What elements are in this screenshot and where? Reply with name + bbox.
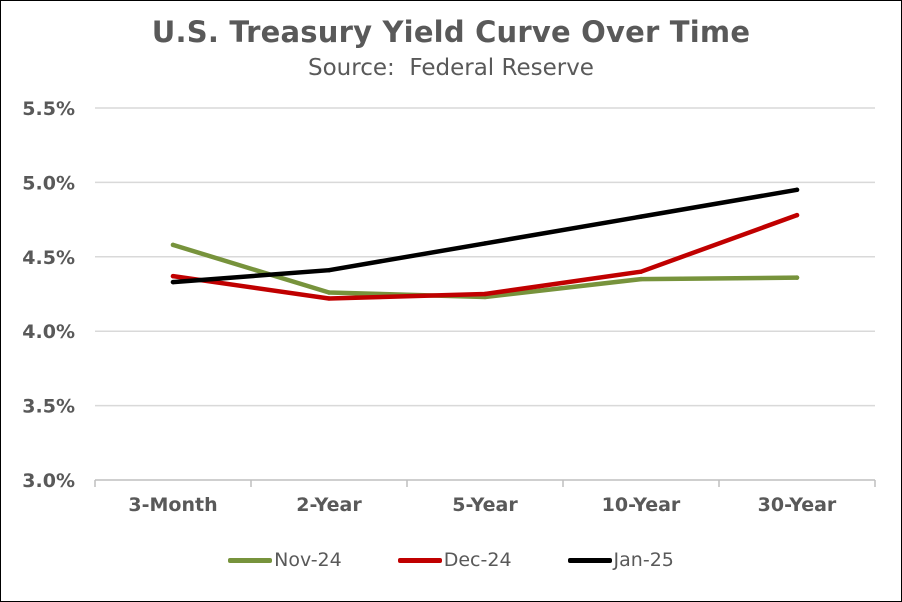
- x-tick-label: 10-Year: [602, 494, 681, 516]
- legend-item-jan-25: Jan-25: [567, 549, 674, 571]
- legend-label: Nov-24: [274, 549, 342, 571]
- data-point-jan-25: [638, 214, 644, 219]
- data-point-dec-24: [794, 212, 800, 218]
- legend-item-nov-24: Nov-24: [228, 549, 342, 571]
- data-point-jan-25: [482, 241, 488, 246]
- x-tick-label: 30-Year: [758, 494, 837, 516]
- chart-title: U.S. Treasury Yield Curve Over Time: [151, 15, 751, 49]
- x-tick-label: 3-Month: [128, 494, 217, 516]
- data-point-jan-25: [326, 267, 332, 273]
- legend-label: Dec-24: [443, 549, 512, 571]
- legend-swatch: [567, 557, 612, 563]
- data-point-jan-25: [170, 279, 176, 285]
- y-tick-label: 3.5%: [22, 396, 75, 418]
- y-tick-label: 5.5%: [22, 98, 75, 120]
- legend-swatch: [397, 557, 442, 563]
- data-point-nov-24: [638, 276, 644, 282]
- data-point-nov-24: [326, 290, 332, 295]
- y-tick-label: 4.0%: [22, 321, 75, 343]
- legend: Nov-24 Dec-24 Jan-25: [1, 549, 901, 571]
- x-tick-label: 5-Year: [452, 494, 518, 516]
- data-point-nov-24: [170, 242, 176, 248]
- data-point-nov-24: [794, 275, 800, 280]
- chart-subtitle: Source: Federal Reserve: [308, 55, 594, 81]
- y-tick-label: 5.0%: [22, 172, 75, 194]
- legend-label: Jan-25: [613, 549, 674, 571]
- y-tick-label: 3.0%: [22, 470, 75, 492]
- data-point-dec-24: [326, 296, 332, 301]
- series-line-jan-25: [170, 187, 800, 285]
- data-point-jan-25: [794, 187, 800, 193]
- legend-swatch: [228, 557, 273, 563]
- data-point-dec-24: [638, 269, 644, 274]
- y-tick-label: 4.5%: [22, 247, 75, 269]
- data-point-dec-24: [482, 291, 488, 297]
- x-tick-label: 2-Year: [296, 494, 362, 516]
- data-point-dec-24: [170, 273, 176, 279]
- legend-item-dec-24: Dec-24: [397, 549, 512, 571]
